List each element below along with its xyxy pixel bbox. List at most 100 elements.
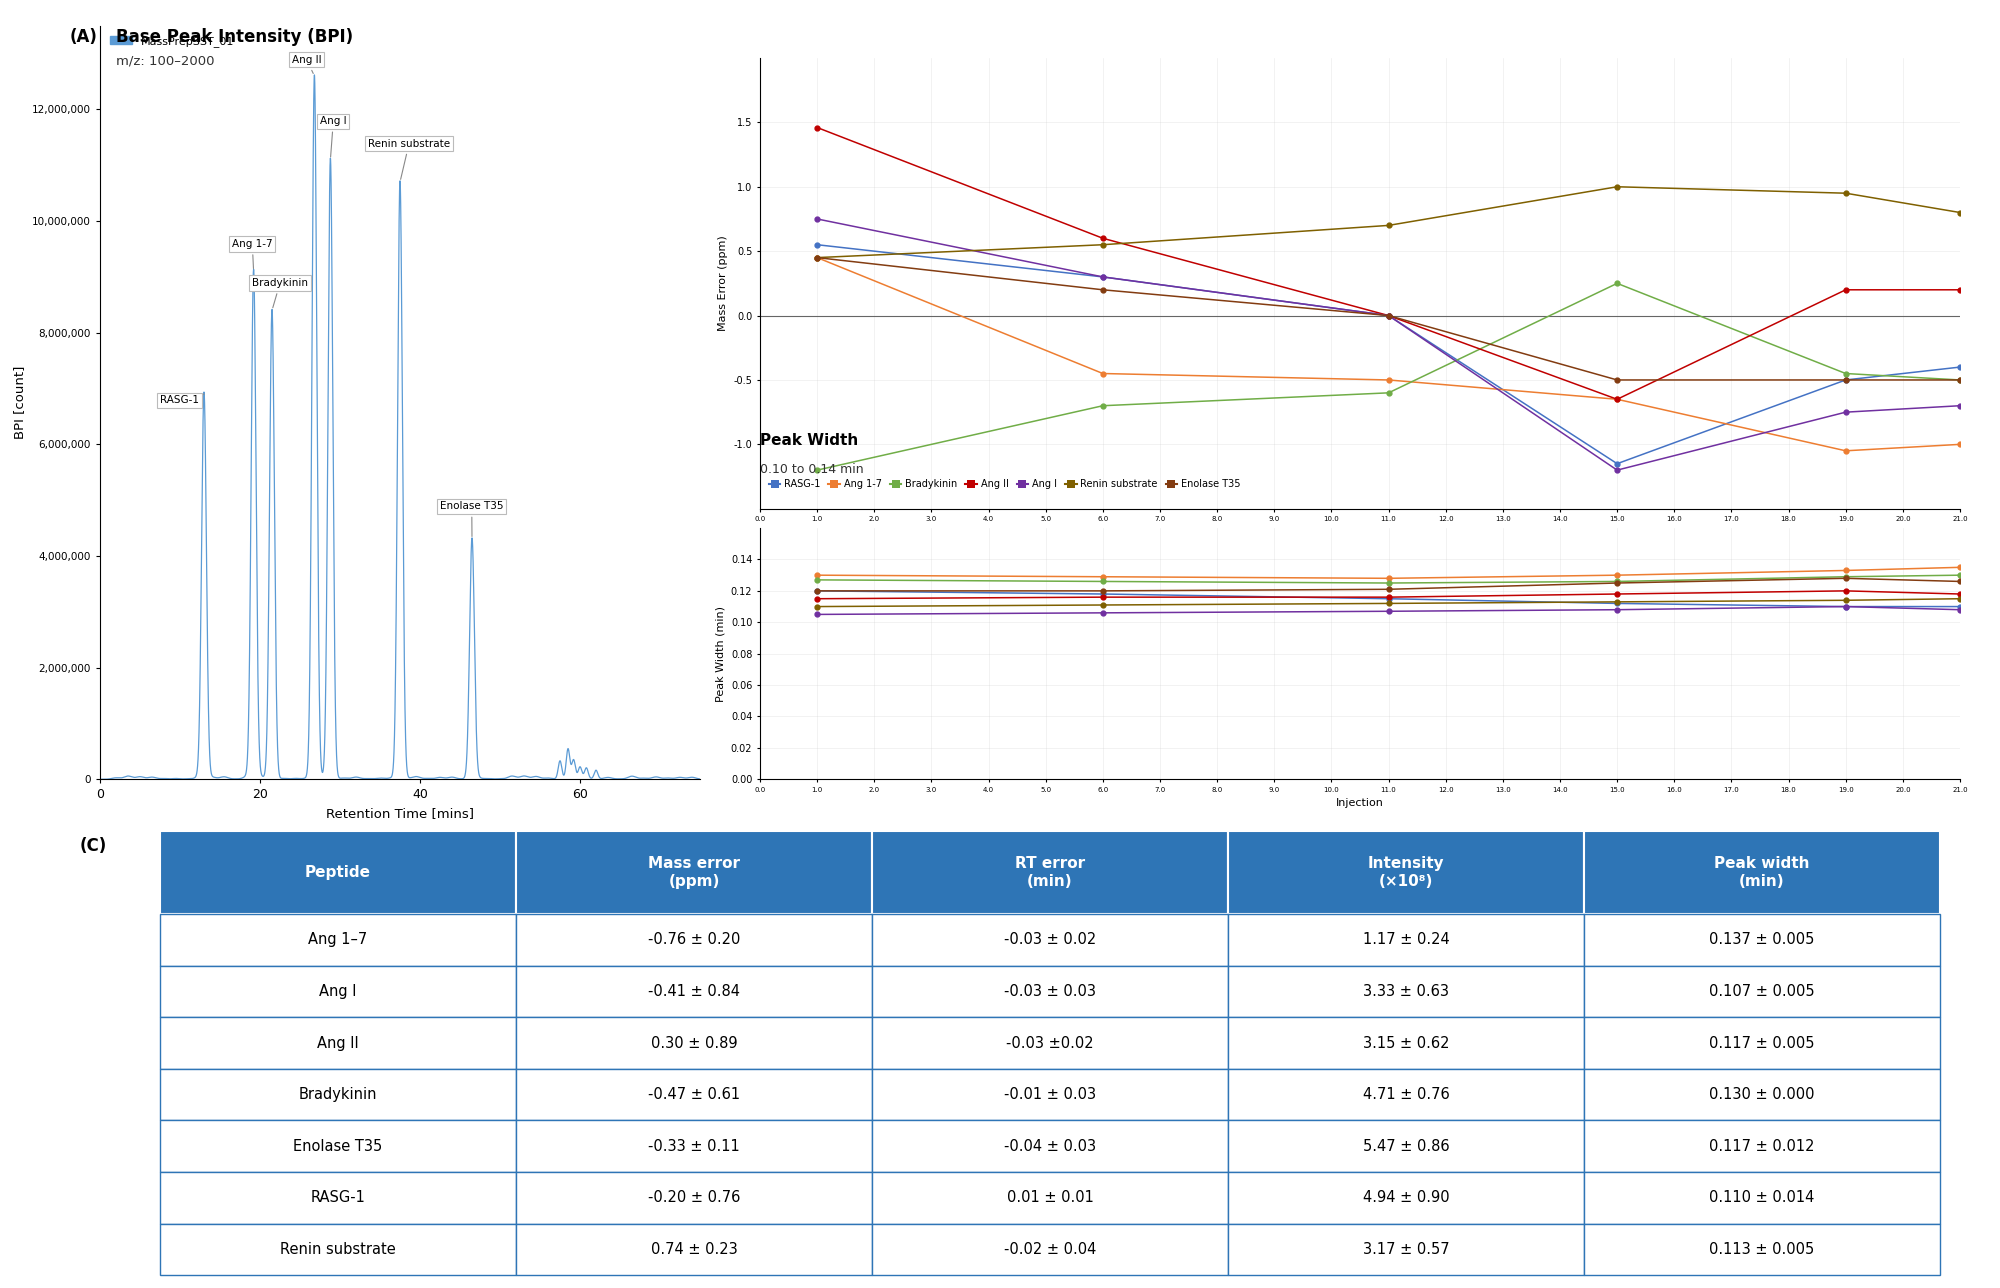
- Text: 0.117 ± 0.005: 0.117 ± 0.005: [1710, 1036, 1814, 1051]
- Bar: [1228, 914, 1584, 966]
- Text: Renin substrate: Renin substrate: [280, 1242, 396, 1257]
- Bar: [516, 1069, 872, 1121]
- Bar: [1228, 1069, 1584, 1121]
- Bar: [872, 1121, 1228, 1172]
- Bar: [516, 1121, 872, 1172]
- Text: 4.71 ± 0.76: 4.71 ± 0.76: [1362, 1087, 1450, 1103]
- Legend: MassPrepSST_01: MassPrepSST_01: [106, 31, 238, 52]
- Text: Ang I: Ang I: [320, 116, 346, 157]
- Text: 0.107 ± 0.005: 0.107 ± 0.005: [1710, 984, 1814, 999]
- Text: Bradykinin: Bradykinin: [252, 278, 308, 308]
- Bar: [872, 914, 1228, 966]
- Bar: [516, 914, 872, 966]
- Text: Intensity
(×10⁸): Intensity (×10⁸): [1368, 855, 1444, 889]
- Text: 4.94 ± 0.90: 4.94 ± 0.90: [1362, 1190, 1450, 1206]
- Bar: [516, 1018, 872, 1069]
- Text: Peak Width: Peak Width: [760, 433, 858, 448]
- Text: -0.03 ± 0.03: -0.03 ± 0.03: [1004, 984, 1096, 999]
- Bar: [872, 966, 1228, 1018]
- Text: Ang II: Ang II: [292, 55, 322, 73]
- Text: 0.117 ± 0.012: 0.117 ± 0.012: [1710, 1139, 1814, 1154]
- Bar: [872, 1224, 1228, 1275]
- Text: -0.03 ±0.02: -0.03 ±0.02: [1006, 1036, 1094, 1051]
- Text: (A): (A): [70, 28, 98, 46]
- Bar: [1584, 914, 1940, 966]
- Bar: [1584, 1069, 1940, 1121]
- Text: Enolase T35: Enolase T35: [294, 1139, 382, 1154]
- Text: -0.41 ± 0.84: -0.41 ± 0.84: [648, 984, 740, 999]
- Bar: [516, 1172, 872, 1224]
- Text: -0.33 ± 0.11: -0.33 ± 0.11: [648, 1139, 740, 1154]
- Text: Bradykinin: Bradykinin: [298, 1087, 378, 1103]
- Bar: [872, 1172, 1228, 1224]
- Text: 0.113 ± 0.005: 0.113 ± 0.005: [1710, 1242, 1814, 1257]
- Text: Ang 1–7: Ang 1–7: [308, 933, 368, 948]
- Bar: [1584, 1224, 1940, 1275]
- Bar: [516, 966, 872, 1018]
- Text: -0.47 ± 0.61: -0.47 ± 0.61: [648, 1087, 740, 1103]
- Bar: [1584, 966, 1940, 1018]
- Text: 0.74 ± 0.23: 0.74 ± 0.23: [650, 1242, 738, 1257]
- Text: 0.130 ± 0.000: 0.130 ± 0.000: [1710, 1087, 1814, 1103]
- Text: Mass error
(ppm): Mass error (ppm): [648, 855, 740, 889]
- Text: 0.30 ± 0.89: 0.30 ± 0.89: [650, 1036, 738, 1051]
- Text: RT error
(min): RT error (min): [1014, 855, 1086, 889]
- Text: Ang I: Ang I: [320, 984, 356, 999]
- Bar: [872, 1018, 1228, 1069]
- Bar: [1228, 1224, 1584, 1275]
- Bar: [1584, 1018, 1940, 1069]
- Text: 3.17 ± 0.57: 3.17 ± 0.57: [1362, 1242, 1450, 1257]
- Text: 0.137 ± 0.005: 0.137 ± 0.005: [1710, 933, 1814, 948]
- Text: 0.10 to 0.14 min: 0.10 to 0.14 min: [760, 462, 864, 475]
- Text: Ang 1-7: Ang 1-7: [232, 240, 272, 269]
- Bar: [160, 1069, 516, 1121]
- Y-axis label: Mass Error (ppm): Mass Error (ppm): [718, 236, 728, 331]
- Text: -0.76 ± 0.20: -0.76 ± 0.20: [648, 933, 740, 948]
- Text: 0.01 ± 0.01: 0.01 ± 0.01: [1006, 1190, 1094, 1206]
- Text: 3.33 ± 0.63: 3.33 ± 0.63: [1364, 984, 1450, 999]
- Bar: [1228, 1121, 1584, 1172]
- Bar: [160, 1018, 516, 1069]
- Text: 3.15 ± 0.62: 3.15 ± 0.62: [1362, 1036, 1450, 1051]
- Bar: [1228, 966, 1584, 1018]
- Bar: [1584, 1121, 1940, 1172]
- Text: -0.04 ± 0.03: -0.04 ± 0.03: [1004, 1139, 1096, 1154]
- Bar: [516, 831, 872, 914]
- Y-axis label: Peak Width (min): Peak Width (min): [716, 605, 726, 702]
- Text: -0.03 ± 0.02: -0.03 ± 0.02: [1004, 933, 1096, 948]
- Text: (C): (C): [80, 837, 108, 855]
- Text: -0.01 ± 0.03: -0.01 ± 0.03: [1004, 1087, 1096, 1103]
- Bar: [160, 914, 516, 966]
- Bar: [160, 1224, 516, 1275]
- Text: RASG-1: RASG-1: [160, 394, 204, 406]
- Bar: [1228, 1172, 1584, 1224]
- Bar: [160, 1121, 516, 1172]
- Bar: [1584, 1172, 1940, 1224]
- X-axis label: Injection: Injection: [1336, 528, 1384, 538]
- Text: 1.17 ± 0.24: 1.17 ± 0.24: [1362, 933, 1450, 948]
- Text: Peptide: Peptide: [304, 866, 372, 880]
- Bar: [872, 831, 1228, 914]
- Bar: [1228, 831, 1584, 914]
- Text: Enolase T35: Enolase T35: [440, 501, 504, 537]
- Text: -0.02 ± 0.04: -0.02 ± 0.04: [1004, 1242, 1096, 1257]
- Y-axis label: BPI [count]: BPI [count]: [14, 366, 26, 439]
- Bar: [160, 1172, 516, 1224]
- Text: 5.47 ± 0.86: 5.47 ± 0.86: [1362, 1139, 1450, 1154]
- Text: m/z: 100–2000: m/z: 100–2000: [116, 54, 214, 67]
- Bar: [872, 1069, 1228, 1121]
- Bar: [1228, 1018, 1584, 1069]
- Bar: [160, 831, 516, 914]
- X-axis label: Injection: Injection: [1336, 799, 1384, 809]
- Text: Ang II: Ang II: [318, 1036, 358, 1051]
- Text: Peak width
(min): Peak width (min): [1714, 855, 1810, 889]
- Legend: RASG-1, Ang 1-7, Bradykinin, Ang II, Ang I, Renin substrate, Enolase T35: RASG-1, Ang 1-7, Bradykinin, Ang II, Ang…: [764, 475, 1244, 493]
- Bar: [160, 966, 516, 1018]
- Text: Renin substrate: Renin substrate: [368, 139, 450, 179]
- Text: -0.20 ± 0.76: -0.20 ± 0.76: [648, 1190, 740, 1206]
- Text: Base Peak Intensity (BPI): Base Peak Intensity (BPI): [116, 28, 354, 46]
- Bar: [516, 1224, 872, 1275]
- X-axis label: Retention Time [mins]: Retention Time [mins]: [326, 806, 474, 820]
- Text: 0.110 ± 0.014: 0.110 ± 0.014: [1710, 1190, 1814, 1206]
- Bar: [1584, 831, 1940, 914]
